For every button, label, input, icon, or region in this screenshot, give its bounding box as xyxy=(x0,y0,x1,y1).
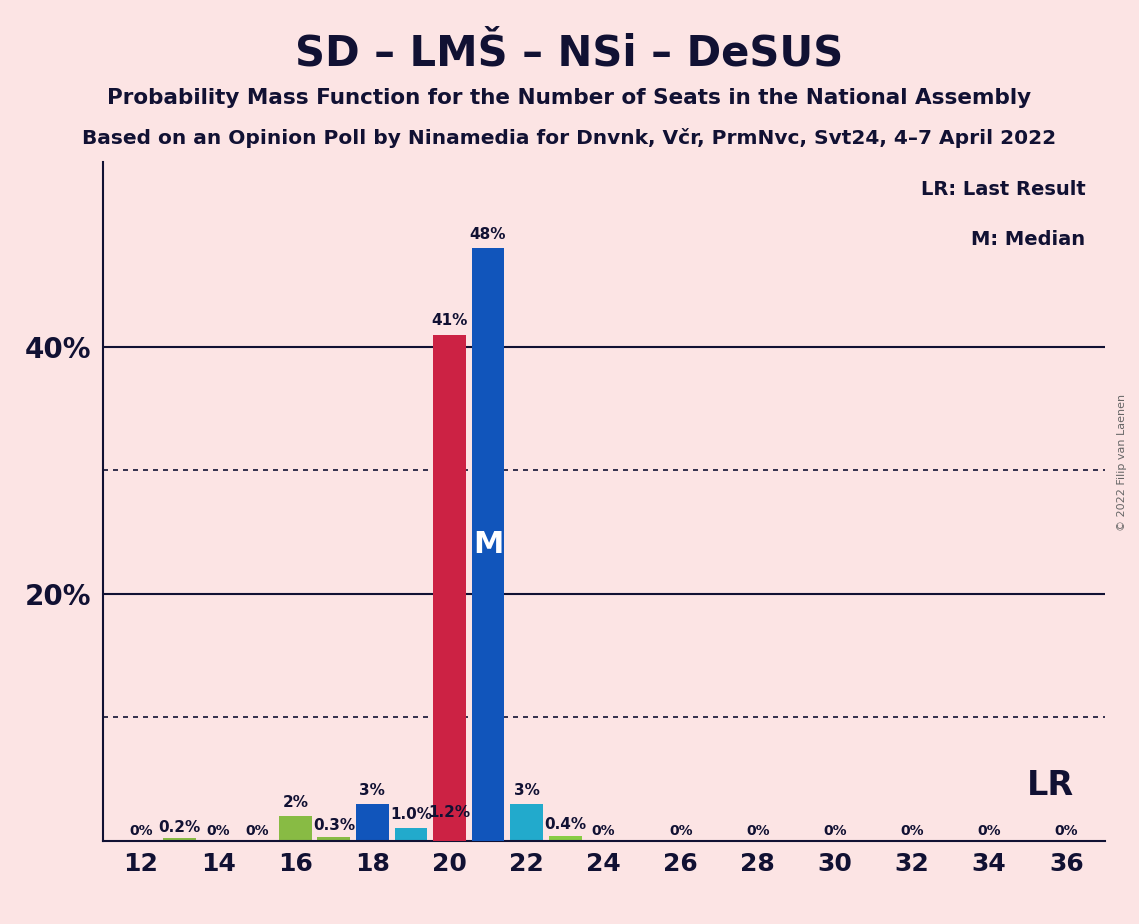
Text: 48%: 48% xyxy=(469,227,506,242)
Text: 0%: 0% xyxy=(245,824,269,838)
Text: 1.2%: 1.2% xyxy=(428,805,470,820)
Bar xyxy=(433,334,466,841)
Text: 0%: 0% xyxy=(669,824,693,838)
Text: 0%: 0% xyxy=(977,824,1001,838)
Text: 0.2%: 0.2% xyxy=(158,820,200,834)
Text: 1.0%: 1.0% xyxy=(390,808,432,822)
Text: 41%: 41% xyxy=(432,313,468,328)
Text: 0.3%: 0.3% xyxy=(313,819,355,833)
Text: M: Median: M: Median xyxy=(972,230,1085,249)
Text: 0%: 0% xyxy=(746,824,770,838)
Text: 3%: 3% xyxy=(360,783,385,797)
Text: 0%: 0% xyxy=(1055,824,1079,838)
Text: Probability Mass Function for the Number of Seats in the National Assembly: Probability Mass Function for the Number… xyxy=(107,88,1032,108)
Text: 0.4%: 0.4% xyxy=(544,817,587,833)
Text: 0%: 0% xyxy=(206,824,230,838)
Bar xyxy=(549,836,582,841)
Bar xyxy=(394,829,427,841)
Bar xyxy=(357,804,388,841)
Text: 0%: 0% xyxy=(592,824,615,838)
Text: M: M xyxy=(473,530,503,559)
Text: 0%: 0% xyxy=(129,824,153,838)
Text: © 2022 Filip van Laenen: © 2022 Filip van Laenen xyxy=(1117,394,1126,530)
Bar xyxy=(472,249,505,841)
Text: LR: LR xyxy=(1027,769,1074,802)
Text: LR: Last Result: LR: Last Result xyxy=(920,180,1085,200)
Bar xyxy=(318,837,350,841)
Text: Based on an Opinion Poll by Ninamedia for Dnvnk, Včr, PrmNvc, Svt24, 4–7 April 2: Based on an Opinion Poll by Ninamedia fo… xyxy=(82,128,1057,148)
Bar xyxy=(510,804,543,841)
Bar xyxy=(433,826,466,841)
Bar xyxy=(279,816,312,841)
Text: 0%: 0% xyxy=(900,824,924,838)
Text: 2%: 2% xyxy=(282,795,309,810)
Text: SD – LMŠ – NSi – DeSUS: SD – LMŠ – NSi – DeSUS xyxy=(295,32,844,74)
Bar xyxy=(163,838,196,841)
Text: 0%: 0% xyxy=(823,824,846,838)
Text: 3%: 3% xyxy=(514,783,540,797)
